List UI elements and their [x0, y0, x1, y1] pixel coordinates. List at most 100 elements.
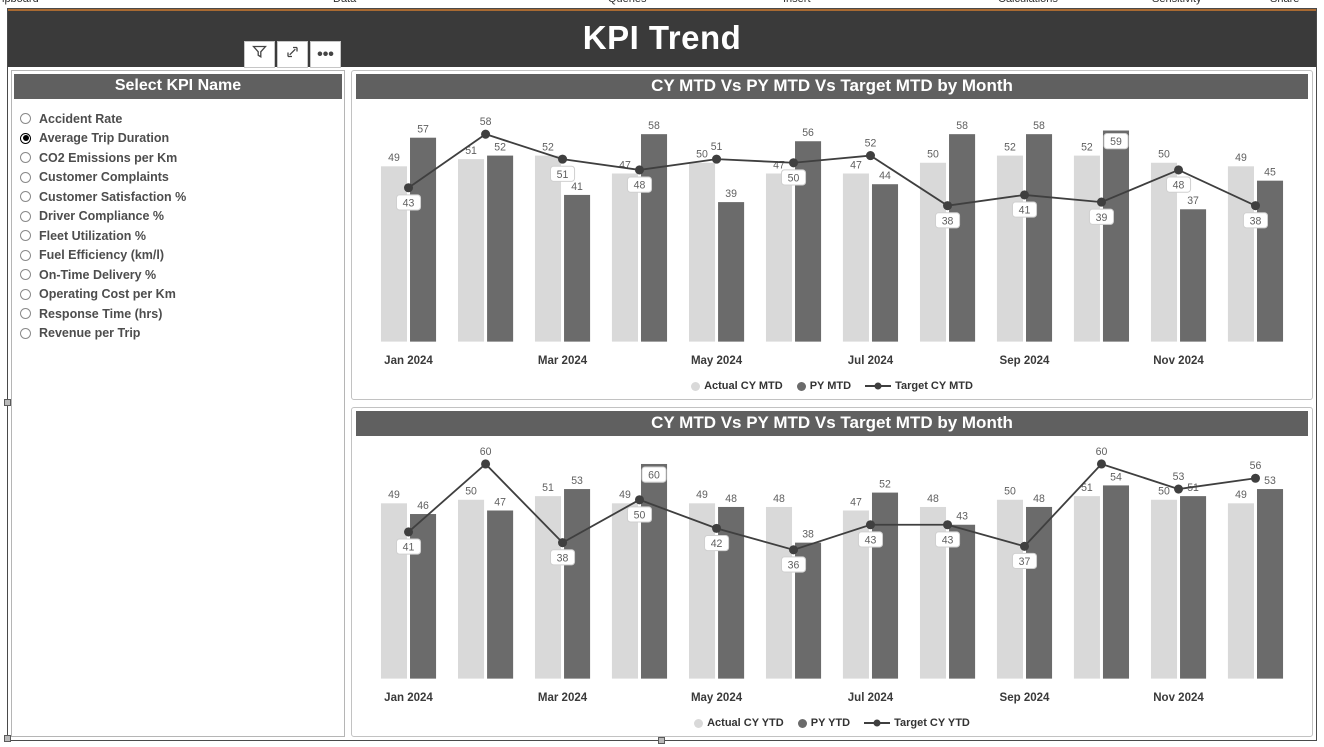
svg-text:49: 49: [619, 489, 631, 501]
kpi-option-customer-complaints[interactable]: Customer Complaints: [20, 168, 344, 188]
svg-text:51: 51: [711, 141, 723, 153]
mtd-chart-panel: CY MTD Vs PY MTD Vs Target MTD by Month …: [351, 70, 1313, 400]
mtd-chart-legend: Actual CY MTD PY MTD Target CY MTD: [356, 376, 1308, 396]
legend-label: Target CY YTD: [894, 717, 970, 729]
radio-button[interactable]: [20, 308, 31, 320]
radio-button[interactable]: [20, 249, 31, 261]
radio-button[interactable]: [20, 288, 31, 300]
legend-label: Target CY MTD: [895, 380, 973, 392]
svg-text:50: 50: [696, 149, 708, 161]
radio-button[interactable]: [20, 327, 31, 339]
legend-label: Actual CY YTD: [707, 717, 784, 729]
svg-text:Jan 2024: Jan 2024: [384, 692, 433, 704]
svg-text:38: 38: [557, 552, 569, 564]
kpi-option-customer-satisfaction[interactable]: Customer Satisfaction %: [20, 187, 344, 207]
legend-item-actual-cy-ytd: Actual CY YTD: [694, 717, 784, 729]
resize-handle-bottom-center[interactable]: [658, 737, 665, 744]
svg-text:48: 48: [634, 180, 646, 192]
ribbon-group-share[interactable]: Share: [1270, 0, 1299, 5]
legend-label: PY MTD: [809, 380, 852, 392]
svg-text:48: 48: [1033, 493, 1045, 505]
report-body: Select KPI Name Accident Rate Average Tri…: [11, 70, 1313, 737]
resize-handle-left-middle[interactable]: [4, 399, 11, 406]
svg-text:47: 47: [850, 496, 862, 508]
radio-button[interactable]: [20, 132, 31, 144]
svg-text:Jan 2024: Jan 2024: [384, 355, 433, 367]
svg-text:52: 52: [542, 142, 554, 154]
svg-text:48: 48: [773, 493, 785, 505]
filter-button[interactable]: [244, 41, 275, 68]
svg-text:Mar 2024: Mar 2024: [538, 692, 588, 704]
kpi-option-on-time-delivery[interactable]: On-Time Delivery %: [20, 265, 344, 285]
legend-item-py-mtd: PY MTD: [796, 380, 852, 392]
ytd-chart-plot[interactable]: 49 46 Jan 2024 50 47 51 53 Mar 2024 49 60 49 48 May …: [356, 438, 1308, 713]
ribbon-group-calculations[interactable]: Calculations: [998, 0, 1058, 5]
mtd-chart-plot[interactable]: 49 57 Jan 2024 51 52 52 41 Mar 2024 47 58 50 39 May …: [356, 101, 1308, 376]
svg-text:52: 52: [1004, 142, 1016, 154]
ytd-chart-title: CY MTD Vs PY MTD Vs Target MTD by Month: [356, 411, 1308, 436]
radio-button[interactable]: [20, 152, 31, 164]
kpi-option-accident-rate[interactable]: Accident Rate: [20, 109, 344, 129]
resize-handle-left-bottom[interactable]: [4, 735, 11, 742]
kpi-option-operating-cost-per-km[interactable]: Operating Cost per Km: [20, 285, 344, 305]
svg-text:56: 56: [802, 127, 814, 139]
svg-text:50: 50: [788, 172, 800, 184]
ribbon-group-clipboard[interactable]: ipboard: [2, 0, 39, 5]
svg-text:37: 37: [1019, 556, 1031, 568]
legend-line-marker: [864, 719, 891, 727]
legend-label: PY YTD: [810, 717, 851, 729]
ribbon-group-sensitivity[interactable]: Sensitivity: [1152, 0, 1202, 5]
radio-button[interactable]: [20, 191, 31, 203]
kpi-option-fleet-utilization[interactable]: Fleet Utilization %: [20, 226, 344, 246]
svg-text:41: 41: [403, 542, 415, 554]
radio-button[interactable]: [20, 171, 31, 183]
svg-text:60: 60: [648, 470, 660, 482]
legend-line-marker: [865, 382, 892, 390]
ribbon-group-queries[interactable]: Queries: [608, 0, 647, 5]
kpi-slicer-title: Select KPI Name: [14, 74, 342, 99]
svg-text:36: 36: [788, 559, 800, 571]
svg-text:51: 51: [1187, 482, 1199, 494]
chart-svg[interactable]: 49 57 Jan 2024 51 52 52 41 Mar 2024 47 58 50 39 May …: [356, 101, 1308, 376]
svg-text:51: 51: [542, 482, 554, 494]
more-options-button[interactable]: •••: [310, 41, 341, 68]
svg-text:47: 47: [773, 159, 785, 171]
radio-button[interactable]: [20, 210, 31, 222]
kpi-option-co2-emissions-per-km[interactable]: CO2 Emissions per Km: [20, 148, 344, 168]
kpi-option-fuel-efficiency-km-l[interactable]: Fuel Efficiency (km/l): [20, 246, 344, 266]
svg-text:51: 51: [557, 169, 569, 181]
visual-toolbar: •••: [244, 41, 341, 68]
svg-text:58: 58: [1033, 120, 1045, 132]
ribbon-group-insert[interactable]: Insert: [783, 0, 811, 5]
svg-text:43: 43: [956, 511, 968, 523]
kpi-option-driver-compliance[interactable]: Driver Compliance %: [20, 207, 344, 227]
svg-text:58: 58: [648, 120, 660, 132]
legend-dot-marker: [691, 381, 701, 391]
radio-button[interactable]: [20, 113, 31, 125]
kpi-option-response-time-hrs[interactable]: Response Time (hrs): [20, 304, 344, 324]
kpi-option-label: Fuel Efficiency (km/l): [39, 248, 165, 263]
ribbon-group-data[interactable]: Data: [333, 0, 356, 5]
kpi-option-list: Accident Rate Average Trip Duration CO2 Em…: [12, 103, 344, 343]
svg-text:57: 57: [417, 124, 429, 136]
radio-button[interactable]: [20, 269, 31, 281]
kpi-option-revenue-per-trip[interactable]: Revenue per Trip: [20, 324, 344, 344]
legend-label: Actual CY MTD: [704, 380, 783, 392]
kpi-option-label: Customer Satisfaction %: [39, 189, 187, 204]
svg-text:60: 60: [1096, 446, 1108, 458]
kpi-option-average-trip-duration[interactable]: Average Trip Duration: [20, 129, 344, 149]
svg-text:49: 49: [1235, 152, 1247, 164]
svg-text:Sep 2024: Sep 2024: [1000, 355, 1050, 367]
radio-button[interactable]: [20, 230, 31, 242]
kpi-option-label: Average Trip Duration: [39, 131, 170, 146]
svg-text:Mar 2024: Mar 2024: [538, 355, 588, 367]
svg-text:50: 50: [1158, 486, 1170, 498]
svg-text:42: 42: [711, 538, 723, 550]
svg-text:38: 38: [802, 529, 814, 541]
focus-mode-button[interactable]: [277, 41, 308, 68]
legend-item-actual-cy-mtd: Actual CY MTD: [691, 380, 783, 392]
mtd-chart-title: CY MTD Vs PY MTD Vs Target MTD by Month: [356, 74, 1308, 99]
svg-text:43: 43: [865, 534, 877, 546]
svg-text:May 2024: May 2024: [691, 355, 743, 367]
